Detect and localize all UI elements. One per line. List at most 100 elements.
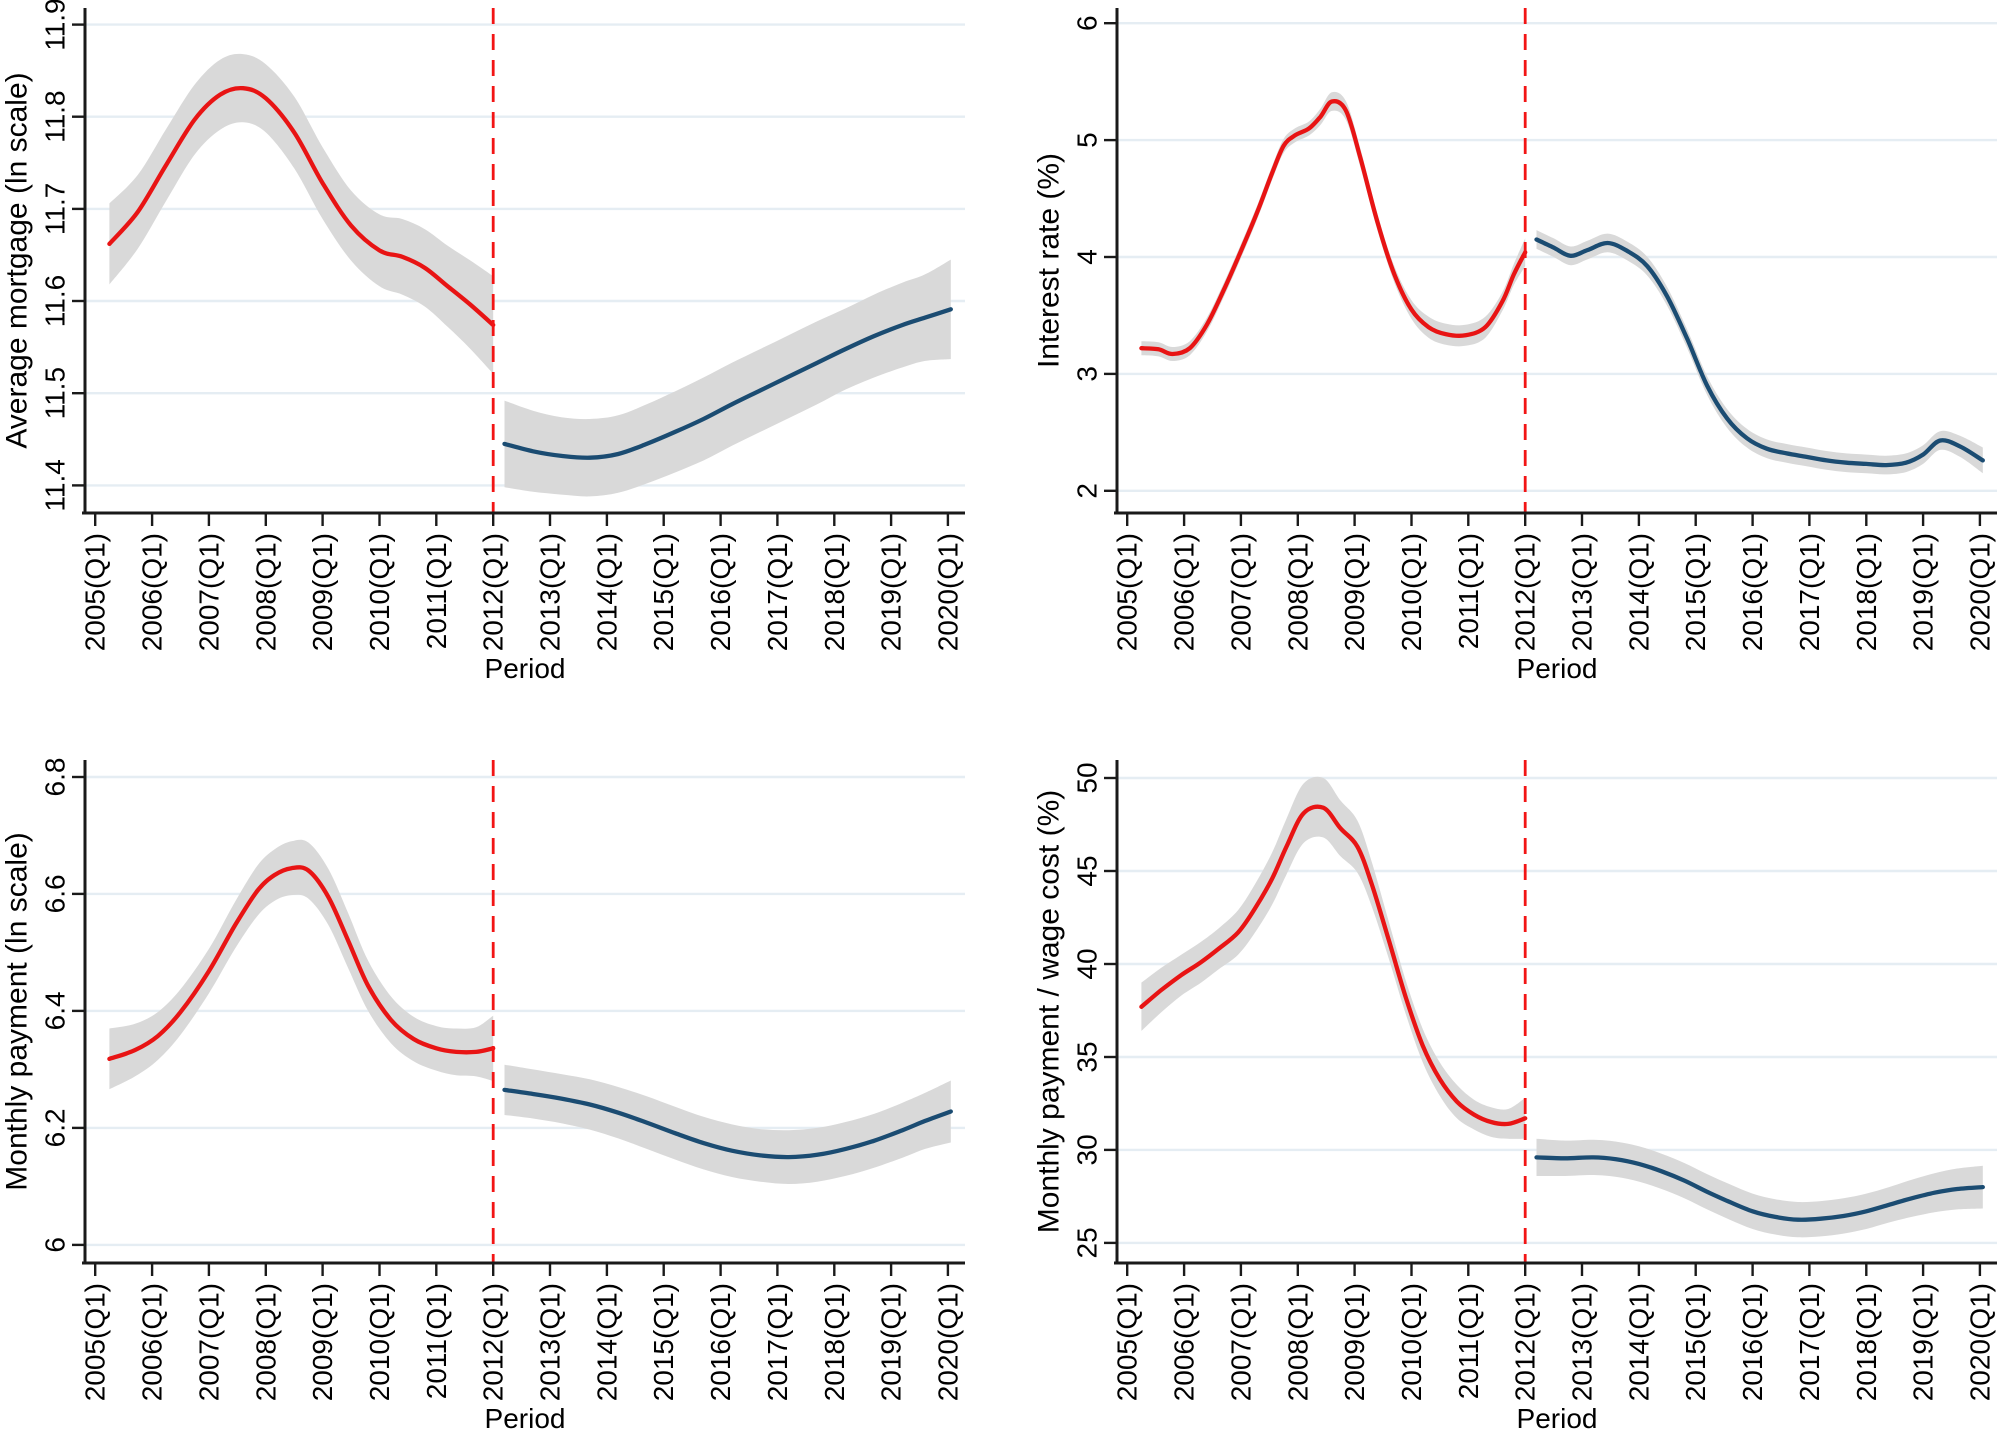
y-tick-label: 6.2	[40, 1108, 71, 1147]
panel-bottom-right: 25 30 35 40 45 50 2005(Q1) 2006(Q1) 2007(Q1) 2008…	[1033, 760, 1997, 1434]
before-2012-ci-band	[1141, 776, 1526, 1139]
x-tick-label: 2012(Q1)	[478, 533, 509, 651]
before-2012-ci-band	[109, 53, 494, 374]
x-tick-label: 2014(Q1)	[1623, 1283, 1654, 1401]
x-tick-label: 2008(Q1)	[1282, 533, 1313, 651]
y-tick-label: 11.6	[40, 275, 71, 327]
x-tick-label: 2019(Q1)	[876, 1283, 907, 1401]
x-tick-label: 2008(Q1)	[250, 1283, 281, 1401]
y-tick-label: 6.8	[40, 758, 71, 797]
panel-top-right: 2 3 4 5 6 2005(Q1) 2006(Q1) 2007(Q1) 2008(Q1) 200…	[1033, 8, 1997, 684]
x-axis-title: Period	[1517, 653, 1598, 684]
x-tick-label: 2006(Q1)	[137, 1283, 168, 1401]
after-2012-line	[1534, 1155, 1985, 1222]
x-tick-label: 2020(Q1)	[1964, 1283, 1995, 1401]
x-tick-label: 2006(Q1)	[1169, 533, 1200, 651]
x-tick-label: 2010(Q1)	[1396, 1283, 1427, 1401]
x-tick-label: 2020(Q1)	[1964, 533, 1995, 651]
x-tick-label: 2008(Q1)	[250, 533, 281, 651]
y-tick-label: 6.6	[40, 874, 71, 913]
before-2012-line	[107, 865, 496, 1062]
y-tick-label: 2	[1072, 483, 1103, 499]
x-tick-label: 2018(Q1)	[819, 1283, 850, 1401]
x-tick-label: 2019(Q1)	[1908, 533, 1939, 651]
y-tick-label: 35	[1072, 1041, 1103, 1072]
x-tick-label: 2014(Q1)	[591, 533, 622, 651]
x-tick-label: 2005(Q1)	[80, 1283, 111, 1401]
x-tick-label: 2010(Q1)	[364, 533, 395, 651]
x-tick-label: 2012(Q1)	[1510, 533, 1541, 651]
x-tick-label: 2009(Q1)	[1339, 1283, 1370, 1401]
x-tick-label: 2010(Q1)	[1396, 533, 1427, 651]
x-tick-label: 2012(Q1)	[478, 1283, 509, 1401]
x-tick-label: 2011(Q1)	[1453, 533, 1484, 649]
x-tick-label: 2017(Q1)	[762, 1283, 793, 1401]
panel-bottom-left: 6 6.2 6.4 6.6 6.8 2005(Q1) 2006(Q1) 2007(Q1) 200…	[1, 758, 965, 1434]
y-tick-label: 25	[1072, 1227, 1103, 1258]
x-tick-label: 2007(Q1)	[193, 1283, 224, 1401]
after-2012-line	[502, 1087, 953, 1160]
x-tick-label: 2015(Q1)	[648, 533, 679, 651]
x-tick-label: 2013(Q1)	[535, 533, 566, 651]
before-2012-line	[1139, 99, 1528, 357]
after-2012-ci-band	[1536, 1138, 1983, 1238]
y-axis-title: Monthly payment (ln scale)	[1, 832, 34, 1190]
y-tick-label: 11.4	[40, 459, 71, 511]
x-tick-label: 2015(Q1)	[648, 1283, 679, 1401]
x-tick-label: 2019(Q1)	[1908, 1283, 1939, 1401]
y-tick-label: 6	[40, 1237, 71, 1253]
x-tick-label: 2016(Q1)	[1737, 533, 1768, 651]
x-tick-label: 2005(Q1)	[1112, 1283, 1143, 1401]
x-tick-label: 2005(Q1)	[80, 533, 111, 651]
y-tick-label: 45	[1072, 855, 1103, 886]
x-tick-label: 2006(Q1)	[137, 533, 168, 651]
x-tick-label: 2016(Q1)	[705, 1283, 736, 1401]
y-axis-title: Interest rate (%)	[1033, 153, 1066, 368]
x-tick-label: 2013(Q1)	[535, 1283, 566, 1401]
y-tick-label: 30	[1072, 1134, 1103, 1165]
x-tick-label: 2006(Q1)	[1169, 1283, 1200, 1401]
x-axis-title: Period	[485, 1403, 566, 1434]
after-2012-line	[1534, 237, 1985, 468]
y-tick-label: 50	[1072, 762, 1103, 793]
x-tick-label: 2010(Q1)	[364, 1283, 395, 1401]
x-tick-label: 2005(Q1)	[1112, 533, 1143, 651]
y-tick-label: 11.5	[40, 367, 71, 419]
x-tick-label: 2020(Q1)	[932, 1283, 963, 1401]
y-tick-label: 6.4	[40, 991, 71, 1030]
x-tick-label: 2011(Q1)	[421, 533, 452, 649]
x-tick-label: 2009(Q1)	[307, 1283, 338, 1401]
x-tick-label: 2020(Q1)	[932, 533, 963, 651]
x-tick-label: 2016(Q1)	[705, 533, 736, 651]
x-tick-label: 2018(Q1)	[1851, 533, 1882, 651]
y-tick-label: 11.8	[40, 90, 71, 142]
panel-top-left: 11.4 11.5 11.6 11.7 11.8 11.9 2005(Q1) 2006(Q1)…	[1, 0, 965, 684]
y-tick-label: 4	[1072, 249, 1103, 265]
after-2012-ci-band	[504, 1064, 951, 1184]
x-axis-title: Period	[485, 653, 566, 684]
x-tick-label: 2019(Q1)	[876, 533, 907, 651]
x-tick-label: 2017(Q1)	[762, 533, 793, 651]
before-2012-line	[1139, 804, 1528, 1127]
x-tick-label: 2014(Q1)	[1623, 533, 1654, 651]
after-2012-ci-band	[1536, 230, 1983, 475]
x-tick-label: 2018(Q1)	[1851, 1283, 1882, 1401]
x-tick-label: 2016(Q1)	[1737, 1283, 1768, 1401]
before-2012-ci-band	[109, 839, 494, 1090]
x-tick-label: 2015(Q1)	[1680, 1283, 1711, 1401]
y-tick-label: 11.7	[40, 183, 71, 235]
y-tick-label: 40	[1072, 948, 1103, 979]
x-tick-label: 2015(Q1)	[1680, 533, 1711, 651]
x-tick-label: 2012(Q1)	[1510, 1283, 1541, 1401]
x-tick-label: 2009(Q1)	[307, 533, 338, 651]
x-tick-label: 2007(Q1)	[1225, 533, 1256, 651]
x-tick-label: 2011(Q1)	[1453, 1283, 1484, 1399]
y-axis-title: Monthly payment / wage cost (%)	[1033, 790, 1066, 1234]
x-tick-label: 2007(Q1)	[1225, 1283, 1256, 1401]
x-tick-label: 2009(Q1)	[1339, 533, 1370, 651]
before-2012-line	[107, 85, 496, 328]
before-2012-ci-band	[1141, 91, 1526, 362]
x-tick-label: 2018(Q1)	[819, 533, 850, 651]
